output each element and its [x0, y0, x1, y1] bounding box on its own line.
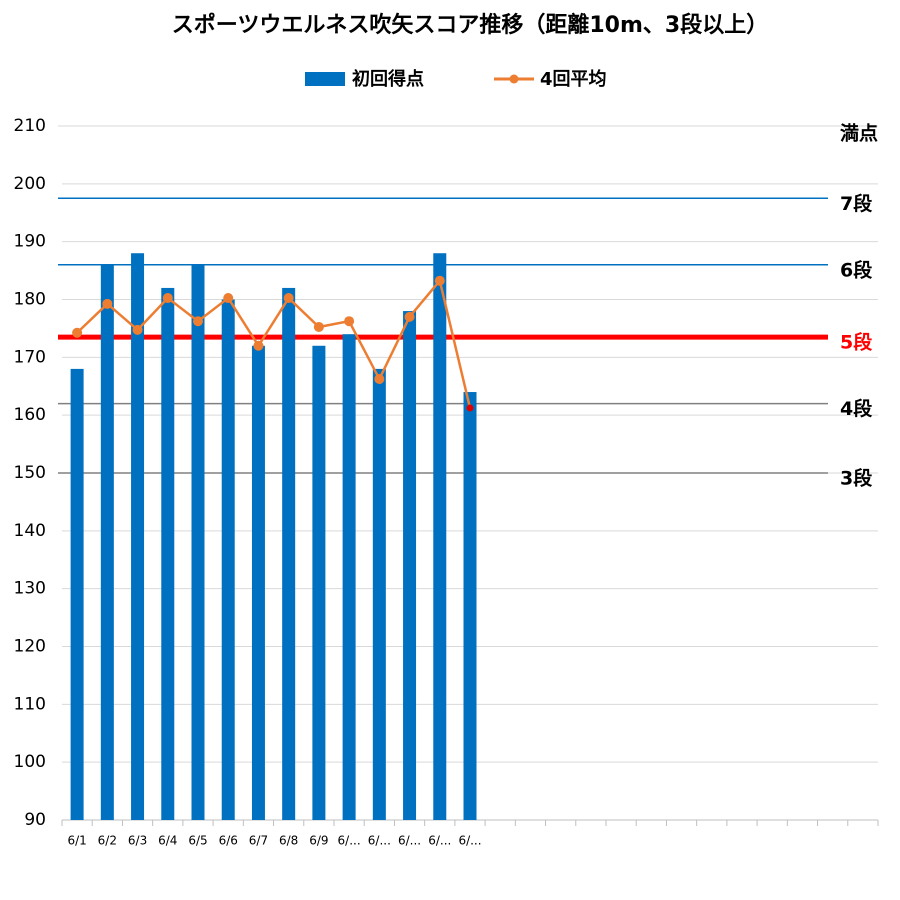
line-point: [283, 293, 294, 304]
bar: [161, 287, 175, 820]
y-tick-label: 150: [14, 463, 46, 483]
bar: [221, 299, 235, 820]
x-tick-label: 6/2: [98, 834, 117, 848]
legend-swatch: [305, 72, 345, 86]
legend-swatch: [509, 74, 519, 84]
legend-label: 4回平均: [540, 68, 607, 90]
y-tick-label: 100: [14, 752, 46, 772]
line-point: [162, 293, 173, 304]
bar: [251, 345, 265, 820]
line-point: [374, 374, 385, 385]
line-point: [434, 275, 445, 286]
x-tick-label: 6/4: [158, 834, 177, 848]
legend-label: 初回得点: [352, 68, 424, 90]
y-tick-label: 120: [14, 637, 46, 657]
line-point: [72, 327, 83, 338]
line-point: [466, 404, 474, 412]
bar: [342, 334, 356, 820]
y-tick-label: 140: [14, 521, 46, 541]
line-point: [404, 311, 415, 322]
y-tick-label: 190: [14, 232, 46, 252]
x-tick-label: 6/7: [249, 834, 268, 848]
reference-label: 3段: [840, 467, 873, 490]
line-point: [102, 298, 113, 309]
x-tick-label: 6/...: [368, 834, 391, 848]
bar: [372, 368, 386, 820]
bar: [131, 253, 145, 820]
x-tick-label: 6/1: [67, 834, 86, 848]
line-point: [313, 321, 324, 332]
bar: [403, 311, 417, 820]
y-tick-label: 110: [14, 694, 46, 714]
x-tick-label: 6/6: [219, 834, 238, 848]
bar: [191, 264, 205, 820]
chart-title: スポーツウエルネス吹矢スコア推移（距離10m、3段以上）: [172, 12, 768, 38]
x-tick-label: 6/...: [338, 834, 361, 848]
y-tick-label: 200: [14, 174, 46, 194]
bar: [70, 368, 84, 820]
reference-label: 満点: [840, 123, 878, 145]
x-tick-label: 6/8: [279, 834, 298, 848]
reference-label: 4段: [840, 397, 873, 420]
y-tick-label: 90: [24, 810, 46, 830]
bar: [282, 287, 296, 820]
x-tick-label: 6/9: [309, 834, 328, 848]
x-tick-label: 6/5: [188, 834, 207, 848]
y-tick-label: 170: [14, 347, 46, 367]
bar: [312, 345, 326, 820]
x-tick-label: 6/3: [128, 834, 147, 848]
reference-label: 7段: [840, 192, 873, 215]
line-point: [223, 293, 234, 304]
line-point: [253, 340, 264, 351]
reference-label: 6段: [840, 258, 873, 281]
x-tick-label: 6/...: [428, 834, 451, 848]
line-point: [344, 316, 355, 327]
line: [76, 277, 472, 409]
x-tick-label: 6/...: [458, 834, 481, 848]
x-tick-label: 6/...: [398, 834, 421, 848]
y-tick-label: 210: [14, 116, 46, 136]
bar: [433, 253, 447, 820]
y-tick-label: 160: [14, 405, 46, 425]
reference-label: 5段: [840, 331, 873, 354]
line-point: [193, 316, 203, 327]
bar: [463, 392, 477, 820]
y-tick-label: 180: [14, 290, 46, 310]
y-tick-label: 130: [14, 579, 46, 599]
bar: [100, 264, 114, 820]
line-point: [132, 324, 143, 335]
